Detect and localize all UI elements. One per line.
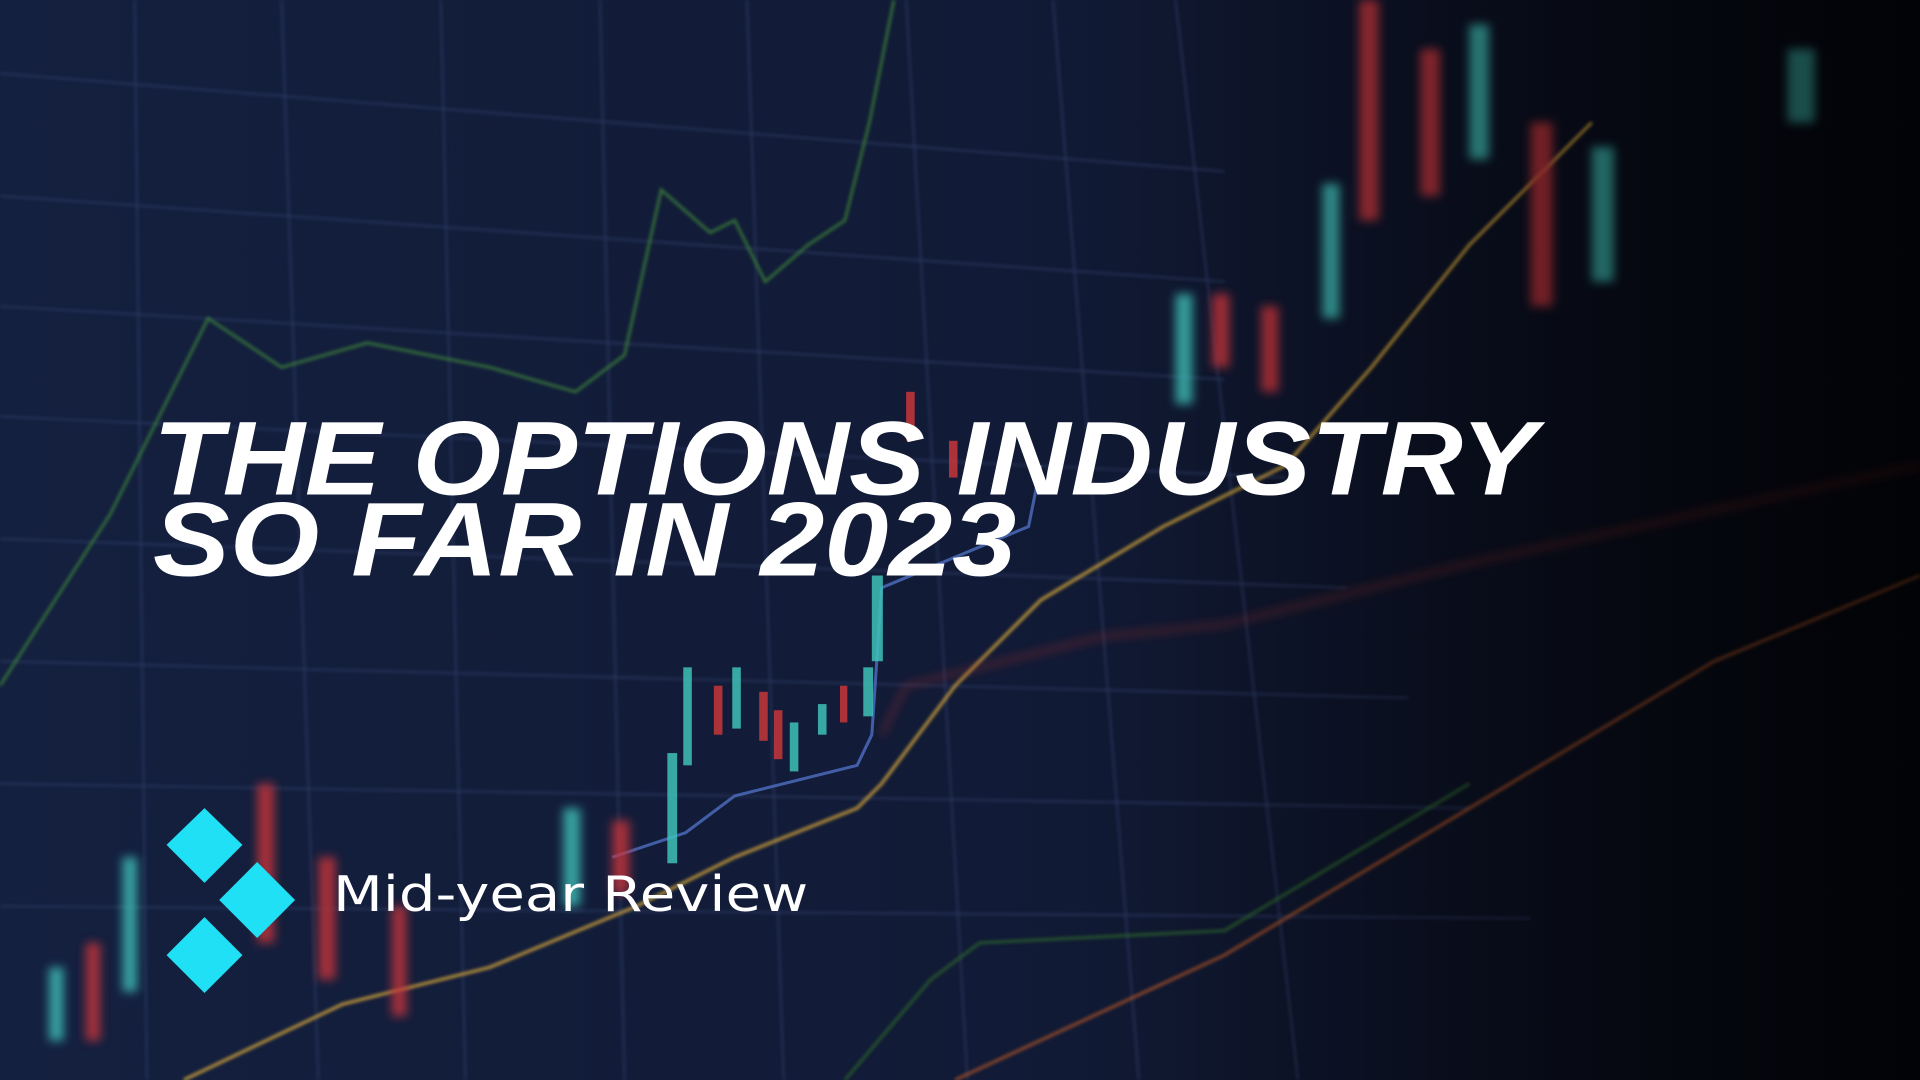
subtitle: Mid-year Review xyxy=(333,866,808,923)
logo-diamond xyxy=(166,808,243,883)
title-line: SO FAR IN 2023 xyxy=(153,482,1016,599)
title-line: THE OPTIONS INDUSTRY xyxy=(153,401,1546,518)
